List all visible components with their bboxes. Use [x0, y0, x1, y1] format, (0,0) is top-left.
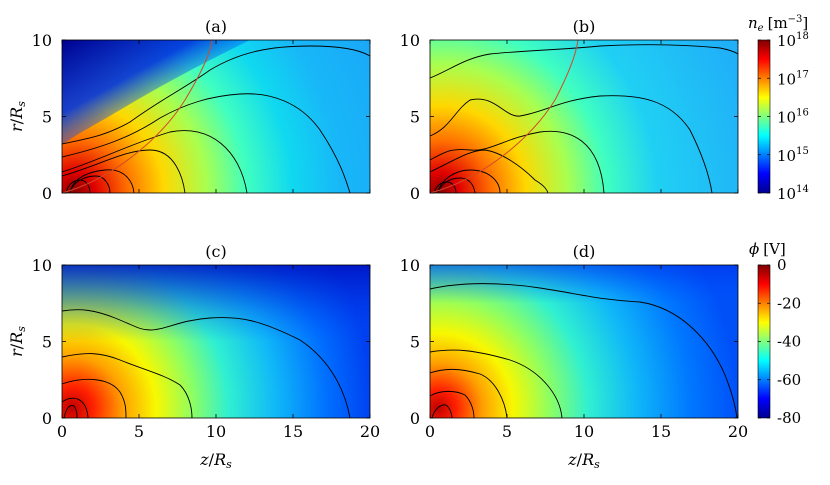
plot-frame: [429, 264, 739, 419]
plot-frame: [61, 39, 371, 194]
x-axis-label: z/Rs: [567, 450, 600, 471]
cb-potential-tick-label: -40: [777, 333, 801, 351]
y-tick-label: 0: [410, 184, 420, 203]
axes-c: 0 5 10 15 20 0 5 10 (c) r/Rs z/Rs: [7, 242, 380, 471]
cb-density-tick-label: 1016: [777, 108, 809, 127]
panel-c: [62, 265, 370, 418]
y-tick-label: 10: [32, 31, 52, 50]
panel-d: [430, 265, 738, 418]
axes-layer: 0 5 10 (a) r/Rs 0 5 10 (b) 0 5 10 15 20 0 5 10 (c) r/Rs z/R…: [7, 17, 748, 471]
density-field-a: [62, 40, 370, 193]
plot-frame: [429, 39, 739, 194]
colorbar-density: 1018 1017 1016 1015 1014 ne [m−3]: [748, 14, 809, 203]
y-axis-label: r/Rs: [7, 326, 28, 357]
colorbar-density-ticks: 1018 1017 1016 1015 1014: [758, 31, 809, 203]
y-tick-label: 0: [410, 409, 420, 428]
y-tick-label: 0: [42, 409, 52, 428]
contours-c: [62, 309, 351, 418]
cb-density-tick-label: 1014: [777, 184, 809, 203]
colorbar-potential-ticks: 0 -20 -40 -60 -80: [758, 256, 801, 427]
axes-b: 0 5 10 (b): [400, 17, 739, 203]
x-tick-label: 20: [360, 422, 380, 441]
cb-potential-tick-label: -80: [777, 409, 801, 427]
y-tick-label: 10: [32, 256, 52, 275]
x-tick-label: 15: [651, 422, 671, 441]
contours-d: [430, 283, 738, 418]
red-curve-b: [430, 40, 579, 193]
cb-potential-tick-label: -20: [777, 294, 801, 312]
y-tick-label: 5: [42, 333, 52, 352]
x-tick-label: 5: [502, 422, 512, 441]
potential-field-c: [62, 265, 370, 418]
red-curve-a: [62, 40, 213, 193]
cb-potential-tick-label: 0: [777, 256, 787, 274]
x-tick-label: 10: [574, 422, 594, 441]
panel-title: (a): [205, 17, 227, 36]
y-tick-label: 5: [410, 333, 420, 352]
cb-density-tick-label: 1018: [777, 31, 809, 50]
x-tick-label: 15: [283, 422, 303, 441]
contours-a: [62, 45, 370, 193]
x-tick-label: 5: [134, 422, 144, 441]
plot-frame: [61, 264, 371, 419]
y-axis-label: r/Rs: [7, 101, 28, 132]
x-tick-label: 0: [57, 422, 67, 441]
x-axis-label: z/Rs: [199, 450, 232, 471]
colorbar-potential-label: ϕ [V]: [749, 240, 786, 258]
colorbar-density-label: ne [m−3]: [748, 14, 808, 34]
cb-density-tick-label: 1015: [777, 146, 809, 165]
panel-title: (c): [205, 242, 226, 261]
colorbar-potential: 0 -20 -40 -60 -80 ϕ [V]: [749, 240, 801, 427]
cb-density-tick-label: 1017: [777, 69, 809, 88]
x-tick-label: 0: [425, 422, 435, 441]
y-tick-label: 0: [42, 184, 52, 203]
axes-a: 0 5 10 (a) r/Rs: [7, 17, 371, 203]
potential-field-d: [430, 265, 738, 418]
panel-b: [430, 40, 738, 193]
y-tick-label: 5: [42, 108, 52, 127]
x-tick-label: 10: [206, 422, 226, 441]
y-tick-label: 10: [400, 256, 420, 275]
y-tick-label: 10: [400, 31, 420, 50]
y-tick-label: 5: [410, 108, 420, 127]
contours-b: [430, 44, 738, 193]
x-tick-label: 20: [728, 422, 748, 441]
panel-title: (b): [573, 17, 596, 36]
axes-d: 0 5 10 15 20 0 5 10 (d) z/Rs: [400, 242, 749, 471]
panel-a: [62, 40, 370, 193]
density-field-b: [430, 40, 738, 193]
cb-potential-tick-label: -60: [777, 371, 801, 389]
panel-title: (d): [573, 242, 596, 261]
